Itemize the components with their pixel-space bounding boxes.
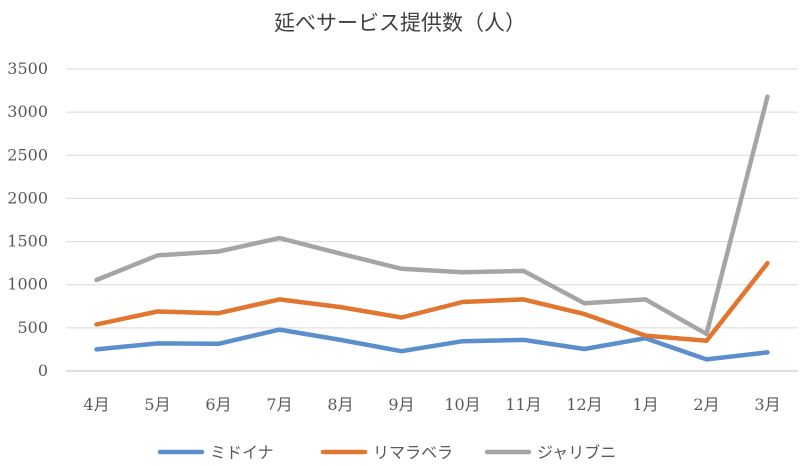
data-point — [523, 298, 524, 300]
y-tick-label: 3000 — [7, 102, 48, 121]
data-point — [584, 302, 585, 304]
x-tick-label: 8月 — [327, 395, 353, 414]
y-tick-label: 2500 — [7, 145, 48, 164]
legend: ミドイナ リマラベラ ジャリブニ — [157, 443, 616, 462]
data-point — [279, 298, 280, 300]
x-tick-label: 11月 — [505, 395, 541, 414]
data-point — [767, 96, 768, 98]
data-point — [767, 351, 768, 353]
y-tick-label: 2000 — [7, 188, 48, 207]
legend-label: ジャリブニ — [537, 443, 616, 462]
legend-label: ミドイナ — [210, 443, 274, 462]
x-tick-label: 10月 — [444, 395, 480, 414]
y-tick-label: 500 — [17, 318, 48, 337]
series-line — [94, 327, 770, 362]
x-tick-label: 9月 — [388, 395, 414, 414]
data-point — [462, 301, 463, 303]
chart-title: 延べサービス提供数（人） — [274, 11, 526, 35]
y-tick-label: 3500 — [7, 59, 48, 78]
data-point — [96, 279, 97, 281]
data-point — [340, 339, 341, 341]
data-point — [523, 270, 524, 272]
data-point — [401, 317, 402, 319]
legend-label: リマラベラ — [373, 443, 453, 462]
data-point — [706, 333, 707, 335]
data-point — [462, 340, 463, 342]
x-tick-label: 3月 — [754, 395, 780, 414]
data-point — [157, 254, 158, 256]
data-point — [584, 313, 585, 315]
data-point — [645, 335, 646, 337]
data-point — [462, 271, 463, 273]
data-point — [218, 250, 219, 252]
x-tick-label: 6月 — [205, 395, 231, 414]
series-line — [94, 94, 770, 337]
data-point — [218, 312, 219, 314]
data-point — [523, 339, 524, 341]
series-line — [94, 260, 770, 344]
data-point — [584, 348, 585, 350]
data-point — [340, 306, 341, 308]
data-point — [645, 337, 646, 339]
data-point — [706, 358, 707, 360]
data-point — [218, 343, 219, 345]
x-axis-ticks: 4月 5月 6月 7月 8月 9月 10月 11月 12月 1月 2月 3月 — [83, 395, 780, 414]
gridlines — [66, 68, 798, 372]
x-tick-label: 7月 — [266, 395, 292, 414]
data-point — [157, 342, 158, 344]
data-point — [401, 268, 402, 270]
x-tick-label: 4月 — [83, 395, 109, 414]
data-point — [767, 262, 768, 264]
data-point — [706, 340, 707, 342]
data-point — [279, 237, 280, 239]
y-tick-label: 1000 — [7, 275, 48, 294]
x-tick-label: 2月 — [693, 395, 719, 414]
x-tick-label: 12月 — [566, 395, 602, 414]
data-point — [279, 329, 280, 331]
data-point — [340, 253, 341, 255]
y-tick-label: 1500 — [7, 232, 48, 251]
data-point — [645, 298, 646, 300]
data-point — [96, 348, 97, 350]
x-tick-label: 5月 — [144, 395, 170, 414]
x-tick-label: 1月 — [632, 395, 658, 414]
data-point — [96, 323, 97, 325]
series-lines — [94, 94, 770, 362]
data-point — [401, 350, 402, 352]
y-tick-label: 0 — [38, 361, 48, 380]
data-point — [157, 310, 158, 312]
y-axis-ticks: 0 500 1000 1500 2000 2500 3000 3500 — [7, 59, 48, 380]
